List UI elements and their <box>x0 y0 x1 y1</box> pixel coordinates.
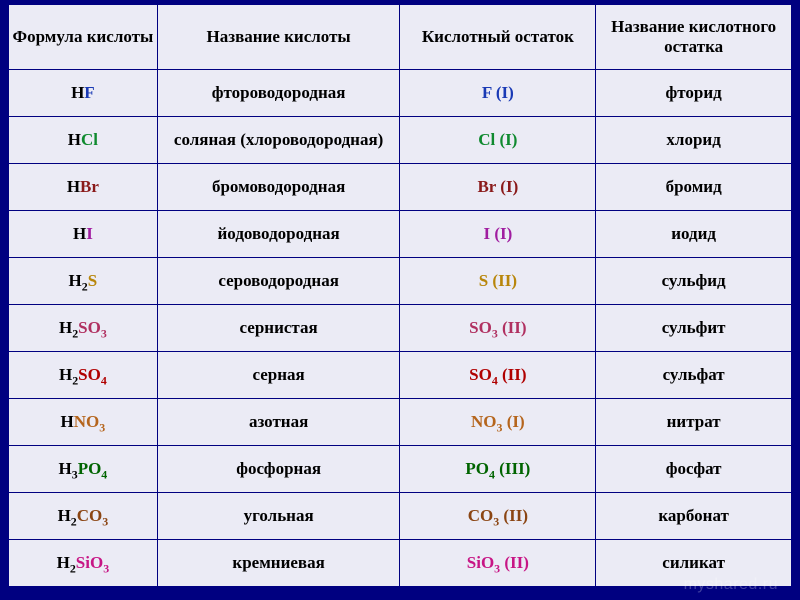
table-row: H2SO3сернистаяSO3 (II)сульфит <box>9 305 792 352</box>
cell-residue-name: нитрат <box>596 399 792 446</box>
cell-residue: F (I) <box>400 70 596 117</box>
cell-residue: I (I) <box>400 211 596 258</box>
table-row: HIйодоводороднаяI (I)иодид <box>9 211 792 258</box>
cell-acid-name: сероводородная <box>157 258 400 305</box>
cell-formula: H3PO4 <box>9 446 158 493</box>
cell-residue-name: карбонат <box>596 493 792 540</box>
cell-residue: S (II) <box>400 258 596 305</box>
table-body: HFфтороводороднаяF (I)фторидHClсоляная (… <box>9 70 792 587</box>
cell-residue: SO4 (II) <box>400 352 596 399</box>
cell-acid-name: йодоводородная <box>157 211 400 258</box>
cell-formula: H2CO3 <box>9 493 158 540</box>
cell-residue: NO3 (I) <box>400 399 596 446</box>
header-residue: Кислотный остаток <box>400 5 596 70</box>
cell-residue: PO4 (III) <box>400 446 596 493</box>
cell-residue-name: сульфат <box>596 352 792 399</box>
cell-acid-name: угольная <box>157 493 400 540</box>
cell-formula: H2S <box>9 258 158 305</box>
cell-acid-name: фтороводородная <box>157 70 400 117</box>
cell-acid-name: сернистая <box>157 305 400 352</box>
cell-acid-name: серная <box>157 352 400 399</box>
cell-residue-name: фосфат <box>596 446 792 493</box>
table-row: H2CO3угольнаяCO3 (II)карбонат <box>9 493 792 540</box>
cell-formula: HNO3 <box>9 399 158 446</box>
cell-residue: Br (I) <box>400 164 596 211</box>
cell-residue: CO3 (II) <box>400 493 596 540</box>
header-row: Формула кислоты Название кислоты Кислотн… <box>9 5 792 70</box>
cell-acid-name: фосфорная <box>157 446 400 493</box>
header-formula: Формула кислоты <box>9 5 158 70</box>
cell-residue-name: фторид <box>596 70 792 117</box>
cell-residue-name: бромид <box>596 164 792 211</box>
header-acid-name: Название кислоты <box>157 5 400 70</box>
cell-residue: SiO3 (II) <box>400 540 596 587</box>
cell-formula: HBr <box>9 164 158 211</box>
cell-formula: HCl <box>9 117 158 164</box>
header-residue-name: Название кислотного остатка <box>596 5 792 70</box>
cell-residue-name: сульфит <box>596 305 792 352</box>
cell-formula: H2SiO3 <box>9 540 158 587</box>
table-row: H2SiO3кремниеваяSiO3 (II)силикат <box>9 540 792 587</box>
acids-table: Формула кислоты Название кислоты Кислотн… <box>8 4 792 587</box>
table-row: HBrбромоводороднаяBr (I)бромид <box>9 164 792 211</box>
acids-table-container: Формула кислоты Название кислоты Кислотн… <box>0 0 800 587</box>
cell-formula: H2SO4 <box>9 352 158 399</box>
cell-residue-name: сульфид <box>596 258 792 305</box>
table-row: H2SсероводороднаяS (II)сульфид <box>9 258 792 305</box>
table-row: HFфтороводороднаяF (I)фторид <box>9 70 792 117</box>
cell-acid-name: азотная <box>157 399 400 446</box>
table-row: H2SO4сернаяSO4 (II)сульфат <box>9 352 792 399</box>
table-row: HNO3азотнаяNO3 (I)нитрат <box>9 399 792 446</box>
cell-residue-name: хлорид <box>596 117 792 164</box>
cell-residue: SO3 (II) <box>400 305 596 352</box>
cell-acid-name: бромоводородная <box>157 164 400 211</box>
cell-formula: HF <box>9 70 158 117</box>
table-row: HClсоляная (хлороводородная)Cl (I)хлорид <box>9 117 792 164</box>
cell-residue: Cl (I) <box>400 117 596 164</box>
cell-acid-name: соляная (хлороводородная) <box>157 117 400 164</box>
cell-formula: HI <box>9 211 158 258</box>
cell-formula: H2SO3 <box>9 305 158 352</box>
table-row: H3PO4фосфорнаяPO4 (III)фосфат <box>9 446 792 493</box>
cell-residue-name: иодид <box>596 211 792 258</box>
cell-residue-name: силикат <box>596 540 792 587</box>
cell-acid-name: кремниевая <box>157 540 400 587</box>
